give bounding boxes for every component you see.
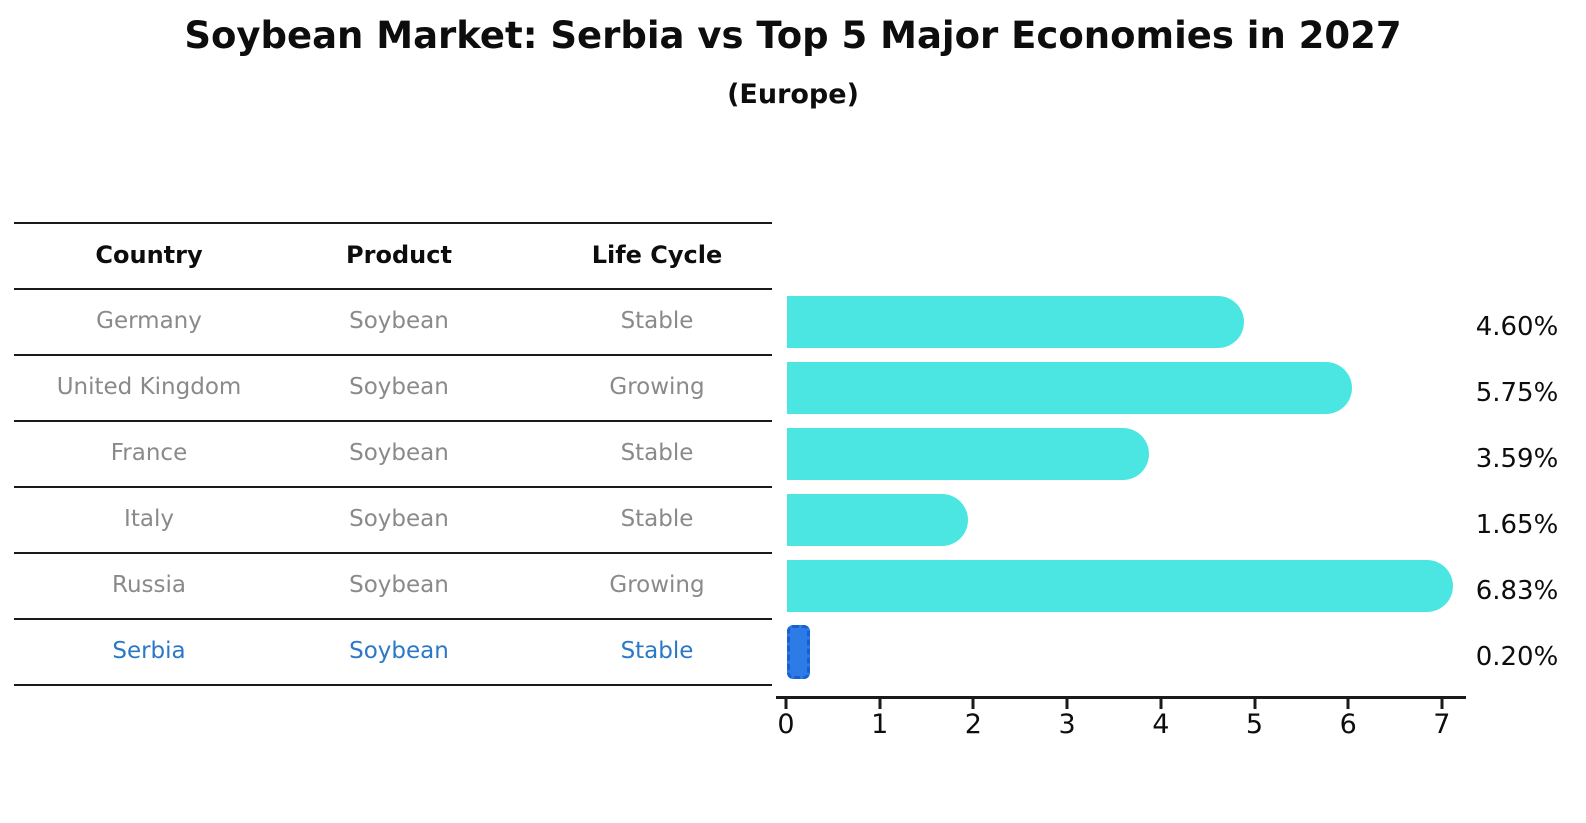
x-axis-tick: [1065, 699, 1069, 709]
x-axis-tick-label: 2: [964, 709, 982, 740]
x-axis-tick: [1440, 699, 1444, 709]
table-divider: [14, 486, 772, 488]
table-divider: [14, 684, 772, 686]
x-axis-tick-label: 0: [777, 709, 795, 740]
cell-life-cycle: Growing: [609, 374, 705, 400]
x-axis-tick: [1253, 699, 1256, 709]
cell-country: Serbia: [112, 638, 186, 664]
x-axis-tick-label: 5: [1245, 709, 1264, 740]
table-divider: [14, 618, 772, 620]
table-row-serbia: Serbia Soybean Stable: [0, 618, 774, 684]
bar-united-kingdom: [787, 362, 1352, 414]
bar-russia: [787, 560, 1453, 612]
x-axis-tick: [784, 699, 788, 709]
cell-life-cycle: Growing: [609, 572, 705, 598]
x-axis-tick-label: 3: [1058, 709, 1076, 740]
cell-product: Soybean: [349, 308, 449, 334]
bar-value-label: 4.60%: [1475, 312, 1559, 342]
x-axis-tick-label: 6: [1339, 709, 1357, 740]
bar-france: [787, 428, 1150, 480]
table-divider: [14, 222, 772, 224]
bar-value-label: 5.75%: [1475, 378, 1559, 408]
chart-title: Soybean Market: Serbia vs Top 5 Major Ec…: [184, 14, 1402, 57]
cell-country: United Kingdom: [56, 374, 242, 400]
x-axis-tick: [1159, 699, 1163, 709]
x-axis-tick-label: 7: [1433, 709, 1451, 740]
bar-value-label: 6.83%: [1475, 576, 1559, 606]
x-axis-tick: [878, 699, 882, 709]
x-axis-tick-label: 4: [1152, 709, 1170, 740]
table-row-france: France Soybean Stable: [0, 420, 774, 486]
x-axis-tick: [1346, 699, 1350, 709]
table-row-italy: Italy Soybean Stable: [0, 486, 774, 552]
table-header-product: Product: [346, 241, 452, 269]
cell-product: Soybean: [349, 506, 449, 532]
bar-value-label: 3.59%: [1475, 444, 1559, 474]
table-divider: [14, 354, 772, 356]
cell-country: Russia: [112, 572, 186, 598]
bar-italy: [787, 494, 968, 546]
cell-product: Soybean: [349, 440, 449, 466]
cell-life-cycle: Stable: [620, 308, 694, 334]
x-axis-tick: [971, 699, 975, 709]
table-divider: [14, 420, 772, 422]
cell-life-cycle: Stable: [620, 440, 694, 466]
table-header-life-cycle: Life Cycle: [591, 241, 723, 269]
table-header-row: Country Product Life Cycle: [0, 222, 774, 288]
x-axis-line: [776, 696, 1466, 699]
table-header-country: Country: [95, 241, 203, 269]
bar-value-label: 0.20%: [1475, 642, 1559, 672]
cell-product: Soybean: [349, 572, 449, 598]
table-row-united-kingdom: United Kingdom Soybean Growing: [0, 354, 774, 420]
table-divider: [14, 552, 772, 554]
cell-life-cycle: Stable: [620, 506, 694, 532]
table-row-russia: Russia Soybean Growing: [0, 552, 774, 618]
cell-country: Germany: [96, 308, 202, 334]
x-axis-tick-label: 1: [871, 709, 889, 740]
cell-product: Soybean: [349, 374, 449, 400]
cell-product: Soybean: [349, 638, 449, 664]
cell-life-cycle: Stable: [620, 638, 694, 664]
bar-serbia: [787, 625, 810, 679]
cell-country: Italy: [124, 506, 174, 532]
cell-country: France: [110, 440, 188, 466]
table-divider: [14, 288, 772, 290]
chart-subtitle: (Europe): [727, 79, 859, 110]
table-row-germany: Germany Soybean Stable: [0, 288, 774, 354]
bar-value-label: 1.65%: [1475, 510, 1559, 540]
bar-germany: [787, 296, 1245, 348]
